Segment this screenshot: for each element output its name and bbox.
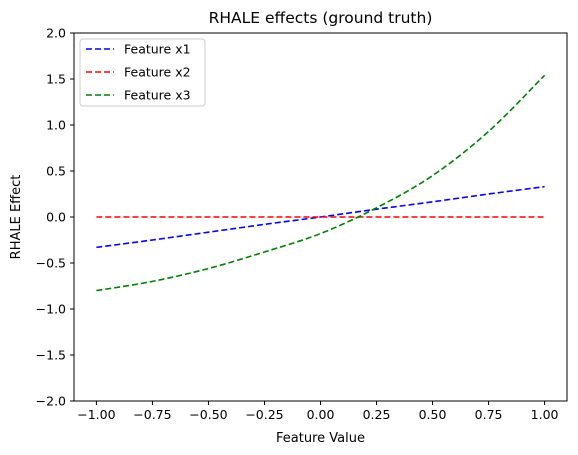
- series-line-feature-x3: [96, 74, 546, 292]
- x-tick-label: −0.50: [189, 407, 227, 422]
- x-tick-label: 1.00: [531, 407, 559, 422]
- y-tick-label: −0.5: [36, 256, 66, 271]
- x-axis-label: Feature Value: [276, 431, 365, 446]
- y-tick-label: −1.5: [36, 348, 66, 363]
- x-tick-label: 0.50: [419, 407, 447, 422]
- x-tick-label: 0.75: [475, 407, 503, 422]
- y-axis-ticks: −2.0 −1.5 −1.0 −0.5 0.0 0.5 1.0 1.5 2.0: [36, 26, 74, 409]
- y-axis-label: RHALE Effect: [9, 175, 24, 260]
- x-axis-ticks: −1.00 −0.75 −0.50 −0.25 0.00 0.25 0.50 0.75 1.00: [77, 401, 559, 422]
- x-tick-label: −0.75: [133, 407, 171, 422]
- y-tick-label: 1.0: [46, 118, 66, 133]
- y-tick-label: 0.5: [46, 164, 66, 179]
- y-tick-label: 0.0: [46, 210, 66, 225]
- chart-title: RHALE effects (ground truth): [209, 9, 433, 27]
- x-tick-label: 0.25: [363, 407, 391, 422]
- x-tick-label: 0.00: [307, 407, 335, 422]
- y-tick-label: 1.5: [46, 72, 66, 87]
- x-tick-label: −1.00: [77, 407, 115, 422]
- y-tick-label: −2.0: [36, 394, 66, 409]
- y-tick-label: 2.0: [46, 26, 66, 41]
- y-tick-label: −1.0: [36, 302, 66, 317]
- plot-area: [96, 74, 546, 292]
- legend-label-feature-x2: Feature x2: [124, 65, 191, 80]
- legend: Feature x1 Feature x2 Feature x3: [79, 38, 206, 107]
- legend-label-feature-x1: Feature x1: [124, 42, 191, 57]
- x-tick-label: −0.25: [245, 407, 283, 422]
- legend-label-feature-x3: Feature x3: [124, 88, 191, 103]
- legend-box: [79, 38, 206, 107]
- series-line-feature-x1: [96, 185, 545, 249]
